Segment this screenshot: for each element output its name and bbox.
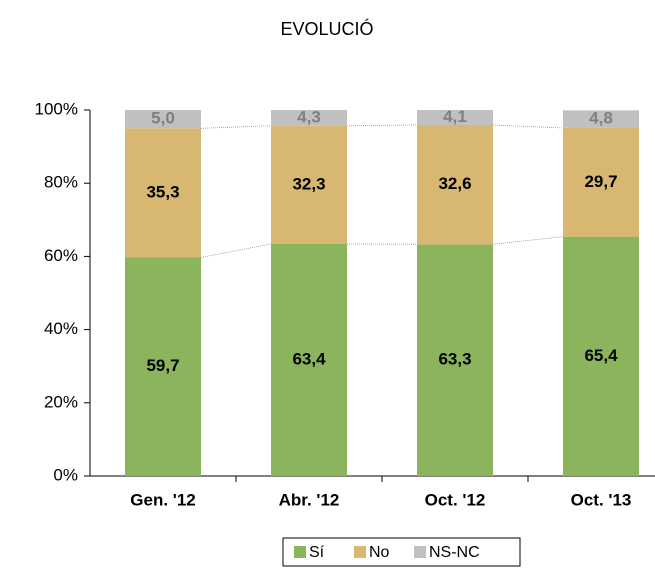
y-tick-label: 40% xyxy=(44,319,78,338)
y-tick-label: 80% xyxy=(44,173,78,192)
series-line xyxy=(200,125,272,129)
legend-swatch xyxy=(294,546,306,558)
bar-segment xyxy=(271,243,347,476)
y-tick-label: 20% xyxy=(44,392,78,411)
data-label: 4,3 xyxy=(297,107,321,126)
bar-segment xyxy=(417,244,493,476)
bar-segment xyxy=(563,236,639,476)
series-line xyxy=(492,124,564,129)
x-tick-label: Abr. '12 xyxy=(279,490,340,509)
bar-segment xyxy=(125,110,201,129)
y-tick-label: 100% xyxy=(35,99,78,118)
legend-box xyxy=(282,537,521,567)
series-line xyxy=(346,124,418,127)
chart-title: EVOLUCIÓ xyxy=(280,18,373,39)
data-label: 65,4 xyxy=(584,346,618,365)
bar-segment xyxy=(125,128,201,258)
x-tick-label: Oct. '12 xyxy=(425,490,486,509)
legend-label: No xyxy=(369,544,390,561)
bar-segment xyxy=(271,110,347,126)
x-tick-label: Oct. '13 xyxy=(571,490,632,509)
bar-segment xyxy=(417,110,493,126)
data-label: 29,7 xyxy=(584,172,617,191)
legend-label: NS-NC xyxy=(429,544,480,561)
legend: Sí No NS-NC xyxy=(282,537,521,567)
bar-segment xyxy=(125,257,201,476)
legend-label: Sí xyxy=(309,544,325,561)
data-label: 5,0 xyxy=(151,109,175,128)
data-label: 63,3 xyxy=(438,350,471,369)
legend-swatch xyxy=(414,546,426,558)
data-label: 59,7 xyxy=(146,356,179,375)
data-label: 32,3 xyxy=(292,174,325,193)
series-line xyxy=(200,243,272,258)
data-label: 4,1 xyxy=(443,107,467,126)
y-tick-label: 0% xyxy=(53,465,78,484)
data-label: 63,4 xyxy=(292,349,326,368)
series-line xyxy=(492,236,564,245)
legend-swatch xyxy=(354,546,366,558)
bar-segment xyxy=(563,127,639,237)
data-label: 32,6 xyxy=(438,174,471,193)
bar-segment xyxy=(271,125,347,244)
bar-segment xyxy=(563,110,639,128)
x-tick-label: Gen. '12 xyxy=(130,490,195,509)
data-label: 35,3 xyxy=(146,182,179,201)
data-label: 4,8 xyxy=(589,109,613,128)
bar-segment xyxy=(417,125,493,245)
y-tick-label: 60% xyxy=(44,246,78,265)
